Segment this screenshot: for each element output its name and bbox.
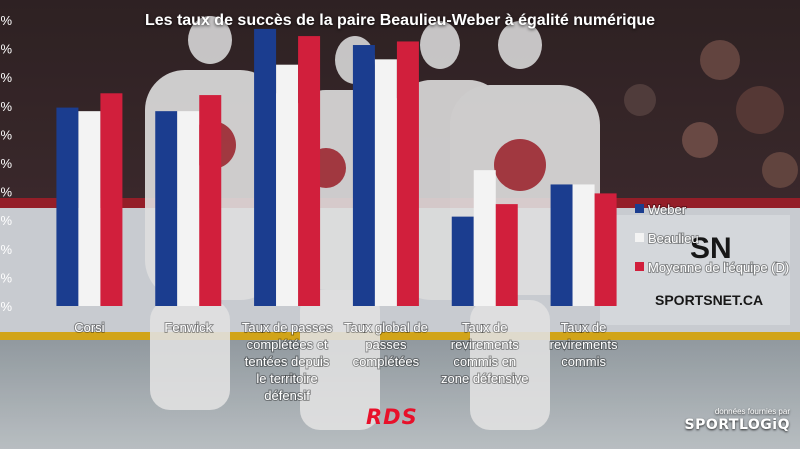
bar-beaulieu	[78, 111, 101, 306]
bar-moyenne	[199, 95, 222, 306]
bar-moyenne	[594, 193, 617, 306]
legend-swatch	[635, 204, 644, 213]
y-tick-label: %	[0, 42, 12, 57]
data-source-credit: données fournies par SPORTLOGiQ	[685, 407, 790, 433]
bar-moyenne	[495, 204, 518, 306]
y-tick-label: %	[0, 127, 12, 142]
category-label: Taux de revirements commis	[550, 320, 618, 369]
bar-weber	[352, 45, 375, 307]
legend-swatch	[635, 233, 644, 242]
chart-title: Les taux de succès de la paire Beaulieu-…	[144, 12, 656, 29]
bar-beaulieu	[177, 111, 200, 306]
sportlogiq-logo: SPORTLOGiQ	[684, 417, 790, 433]
category-label: Taux global de passes complétées	[344, 320, 428, 369]
bar-weber	[56, 107, 79, 307]
bar-weber	[254, 28, 277, 306]
category-label: Fenwick	[164, 320, 212, 335]
board-ad-text: SPORTSNET.CA	[655, 292, 763, 308]
bar-moyenne	[298, 36, 321, 307]
y-tick-label: %	[0, 242, 12, 257]
y-tick-label: %	[0, 70, 12, 85]
y-tick-label: %	[0, 270, 12, 285]
y-tick-label: %	[0, 299, 12, 314]
bar-beaulieu	[276, 64, 299, 306]
bar-weber	[550, 184, 573, 306]
bar-beaulieu	[572, 184, 595, 306]
board-ad-text: SN	[690, 232, 732, 265]
legend-label: Weber	[648, 202, 687, 217]
y-tick-label: %	[0, 185, 12, 200]
category-label: Taux de revirements commis en zone défensiv…	[441, 320, 528, 386]
category-label: Taux de passes complétées et tentées depui…	[242, 320, 333, 403]
category-label: Corsi	[74, 320, 104, 335]
legend-swatch	[635, 262, 644, 271]
source-prefix: données fournies par	[714, 407, 790, 416]
bar-moyenne	[396, 41, 419, 306]
y-tick-label: %	[0, 213, 12, 228]
y-tick-label: %	[0, 99, 12, 114]
y-tick-label: %	[0, 156, 12, 171]
y-tick-label: %	[0, 13, 12, 28]
legend-label: Moyenne de l'équipe (D)	[648, 260, 789, 275]
bar-beaulieu	[473, 170, 496, 306]
bar-weber	[155, 111, 178, 306]
bar-moyenne	[100, 93, 123, 306]
bar-weber	[451, 216, 474, 306]
bar-beaulieu	[374, 59, 397, 307]
legend-label: Beaulieu	[648, 231, 699, 246]
rds-logo: RDS	[366, 405, 418, 429]
